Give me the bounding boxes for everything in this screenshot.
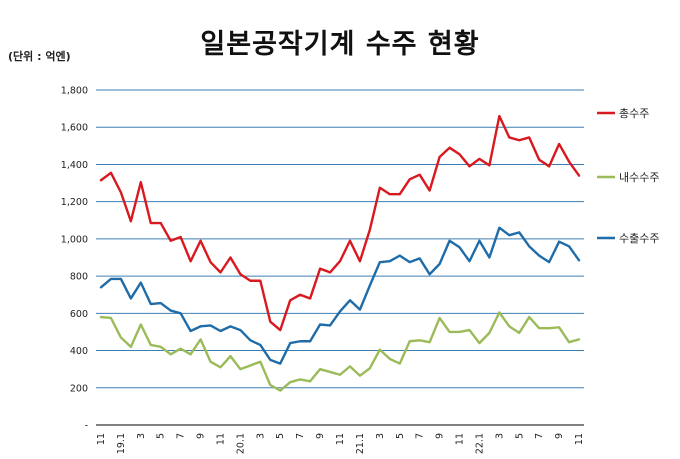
x-tick-label: 11: [215, 433, 226, 445]
x-tick-label: 3: [255, 433, 266, 439]
x-tick-label: 11: [96, 433, 107, 445]
legend-label: 내수수주: [619, 171, 659, 184]
x-tick-label: 3: [375, 433, 386, 439]
x-tick-label: 20.1: [235, 433, 246, 454]
x-tick-label: 3: [494, 433, 505, 439]
x-tick-label: 21.1: [355, 433, 366, 454]
series-line: [99, 226, 581, 365]
x-tick-label: 22.1: [474, 433, 485, 454]
x-tick-label: 7: [415, 433, 426, 439]
unit-label: (단위 : 억엔): [8, 50, 71, 63]
x-tick-label: 7: [534, 433, 545, 439]
x-tick-label: 9: [196, 433, 207, 439]
x-tick-label: 7: [176, 433, 187, 439]
y-tick-label: -: [85, 421, 88, 432]
x-tick-label: 11: [574, 433, 585, 445]
x-tick-label: 5: [275, 433, 286, 439]
series-line: [99, 311, 581, 392]
y-tick-label: 1,000: [61, 234, 88, 245]
y-axis-ticks: - 200 400 600 800 1,000 1,200 1,400 1,600 1,800: [61, 86, 88, 432]
legend-label: 총수주: [619, 107, 649, 120]
x-tick-label: 19.1: [116, 433, 127, 454]
y-tick-label: 400: [70, 346, 88, 357]
y-tick-label: 1,600: [61, 123, 88, 134]
series-lines: [99, 114, 581, 392]
plot-area: - 200 400 600 800 1,000 1,200 1,400 1,600 1,800 1…: [61, 86, 585, 455]
y-tick-label: 1,800: [61, 86, 88, 97]
x-axis-ticks: 11 19.1 3 5 7 9 11 20.1 3 5 7 9 11 21.1 3 5 7 9 11 22.1 3 5 7 9…: [96, 433, 585, 454]
series-line: [99, 114, 581, 332]
x-tick-label: 3: [136, 433, 147, 439]
x-tick-label: 5: [514, 433, 525, 439]
x-tick-label: 5: [395, 433, 406, 439]
x-tick-label: 9: [315, 433, 326, 439]
y-tick-label: 1,400: [61, 160, 88, 171]
x-tick-label: 9: [554, 433, 565, 439]
y-tick-label: 600: [70, 309, 88, 320]
x-tick-label: 11: [455, 433, 466, 445]
x-tick-label: 11: [335, 433, 346, 445]
plot-background: [96, 90, 584, 425]
chart-title: 일본공작기계 수주 현황: [200, 29, 480, 60]
x-tick-label: 5: [156, 433, 167, 439]
y-tick-label: 1,200: [61, 197, 88, 208]
x-tick-label: 9: [435, 433, 446, 439]
y-tick-label: 200: [70, 383, 88, 394]
y-tick-label: 800: [70, 272, 88, 283]
x-tick-label: 7: [295, 433, 306, 439]
legend-label: 수출수주: [619, 232, 659, 245]
